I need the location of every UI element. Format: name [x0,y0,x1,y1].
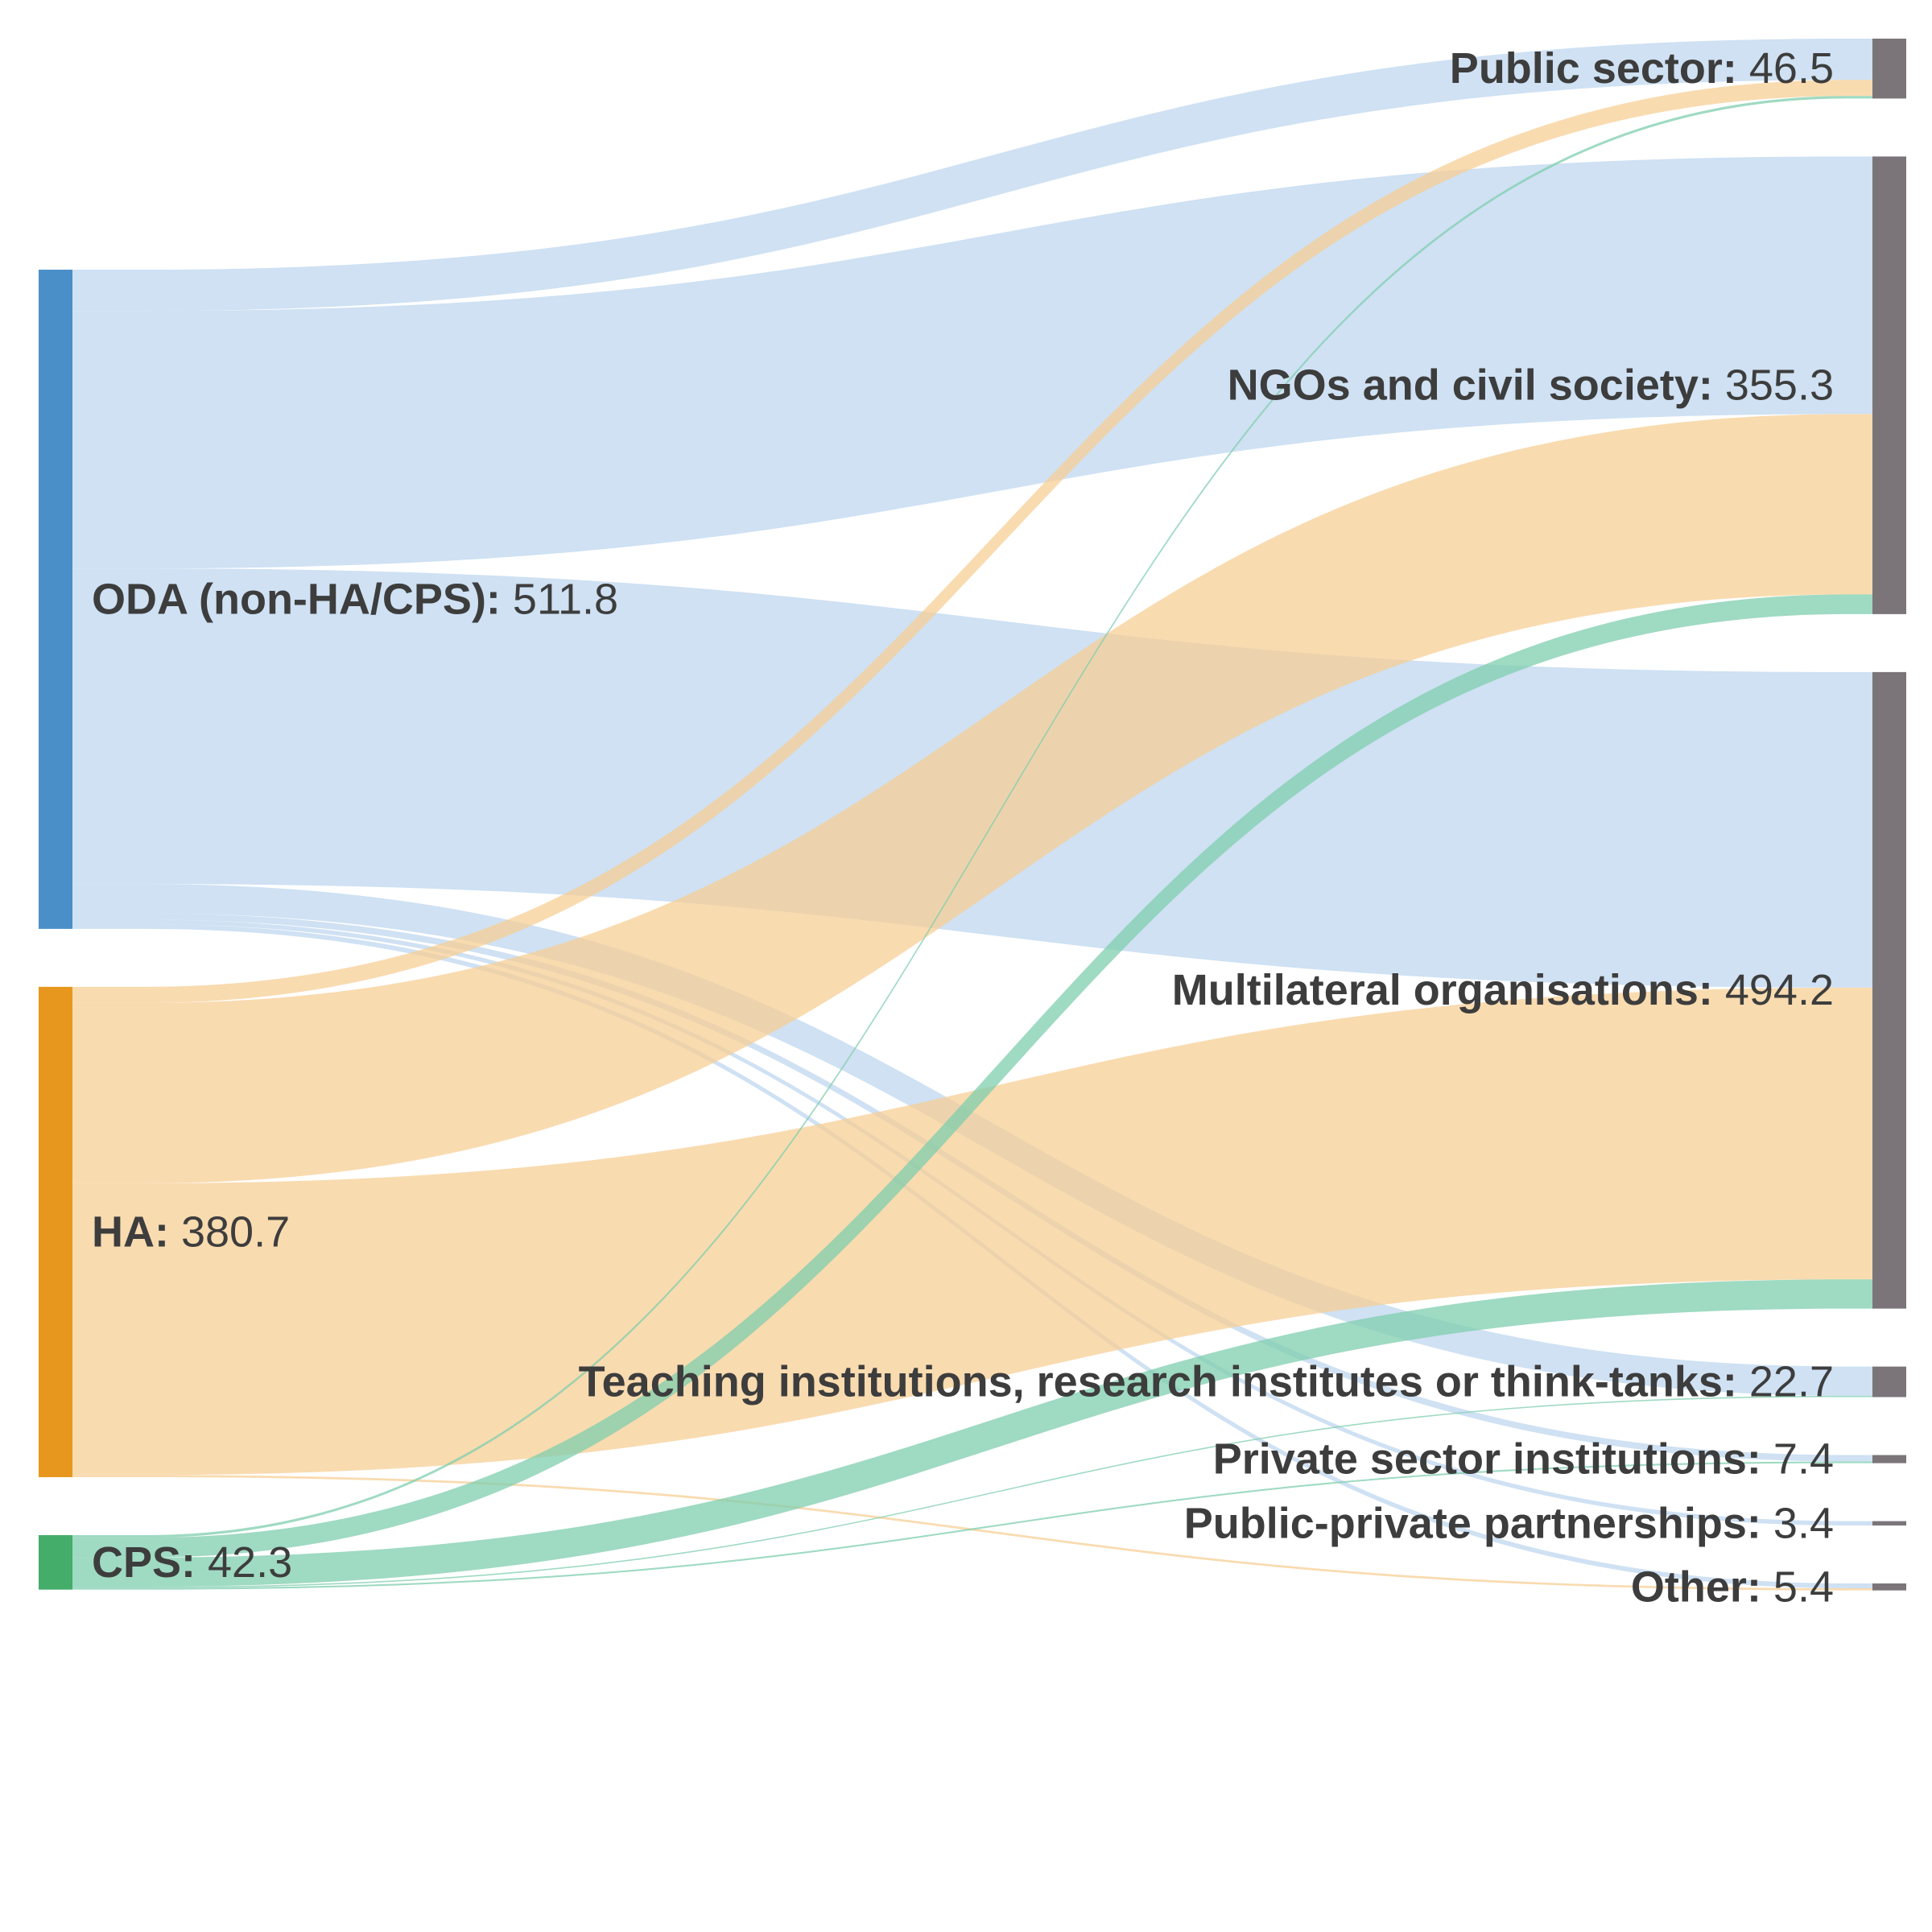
node-ha [39,986,72,1477]
node-value-cps: 42.3 [196,1538,292,1587]
link-cps-to-multi [72,1279,1872,1587]
node-priv [1872,1455,1906,1463]
node-name-priv: Private sector institutions: [1213,1435,1761,1484]
node-other [1872,1583,1906,1591]
link-ha-to-multi [72,987,1872,1476]
labels-layer: ODA (non-HA/CPS): 511.8 HA: 380.7 CPS: 42.… [92,44,1834,1611]
node-label-other: Other: 5.4 [1631,1563,1834,1611]
node-label-ha: HA: 380.7 [92,1208,290,1256]
node-name-teach: Teaching institutions, research institut… [579,1358,1737,1406]
node-name-ppp: Public-private partnerships: [1184,1499,1761,1547]
node-value-oda: 511.8 [501,575,618,623]
node-pub [1872,39,1906,99]
node-ngo [1872,156,1906,614]
link-oda-to-ngo [72,156,1872,569]
node-teach [1872,1366,1906,1397]
node-label-multi: Multilateral organisations: 494.2 [1172,966,1834,1014]
links-layer [72,39,1872,1591]
nodes-layer [39,39,1906,1591]
node-label-cps: CPS: 42.3 [92,1538,292,1587]
node-label-ngo: NGOs and civil society: 355.3 [1228,361,1834,410]
node-label-oda: ODA (non-HA/CPS): 511.8 [92,575,618,623]
node-value-other: 5.4 [1761,1563,1834,1611]
node-name-ha: HA: [92,1208,169,1256]
link-oda-to-pub [72,39,1872,312]
node-label-priv: Private sector institutions: 7.4 [1213,1435,1834,1484]
node-value-multi: 494.2 [1713,966,1834,1014]
node-name-multi: Multilateral organisations: [1172,966,1713,1014]
node-ppp [1872,1521,1906,1526]
node-value-ha: 380.7 [169,1208,290,1256]
node-cps [39,1535,72,1590]
node-name-pub: Public sector: [1450,44,1737,93]
node-name-cps: CPS: [92,1538,196,1587]
node-oda [39,270,72,929]
node-label-pub: Public sector: 46.5 [1450,44,1834,93]
node-name-other: Other: [1631,1563,1761,1611]
node-value-priv: 7.4 [1761,1435,1834,1484]
node-value-ngo: 355.3 [1713,361,1834,410]
link-ha-to-ngo [72,414,1872,1183]
node-name-oda: ODA (non-HA/CPS): [92,575,501,623]
node-value-teach: 22.7 [1737,1358,1834,1406]
node-name-ngo: NGOs and civil society: [1228,361,1713,410]
node-value-pub: 46.5 [1737,44,1834,93]
node-label-ppp: Public-private partnerships: 3.4 [1184,1499,1834,1547]
node-value-ppp: 3.4 [1761,1499,1834,1547]
node-label-teach: Teaching institutions, research institut… [579,1358,1834,1406]
node-multi [1872,671,1906,1309]
